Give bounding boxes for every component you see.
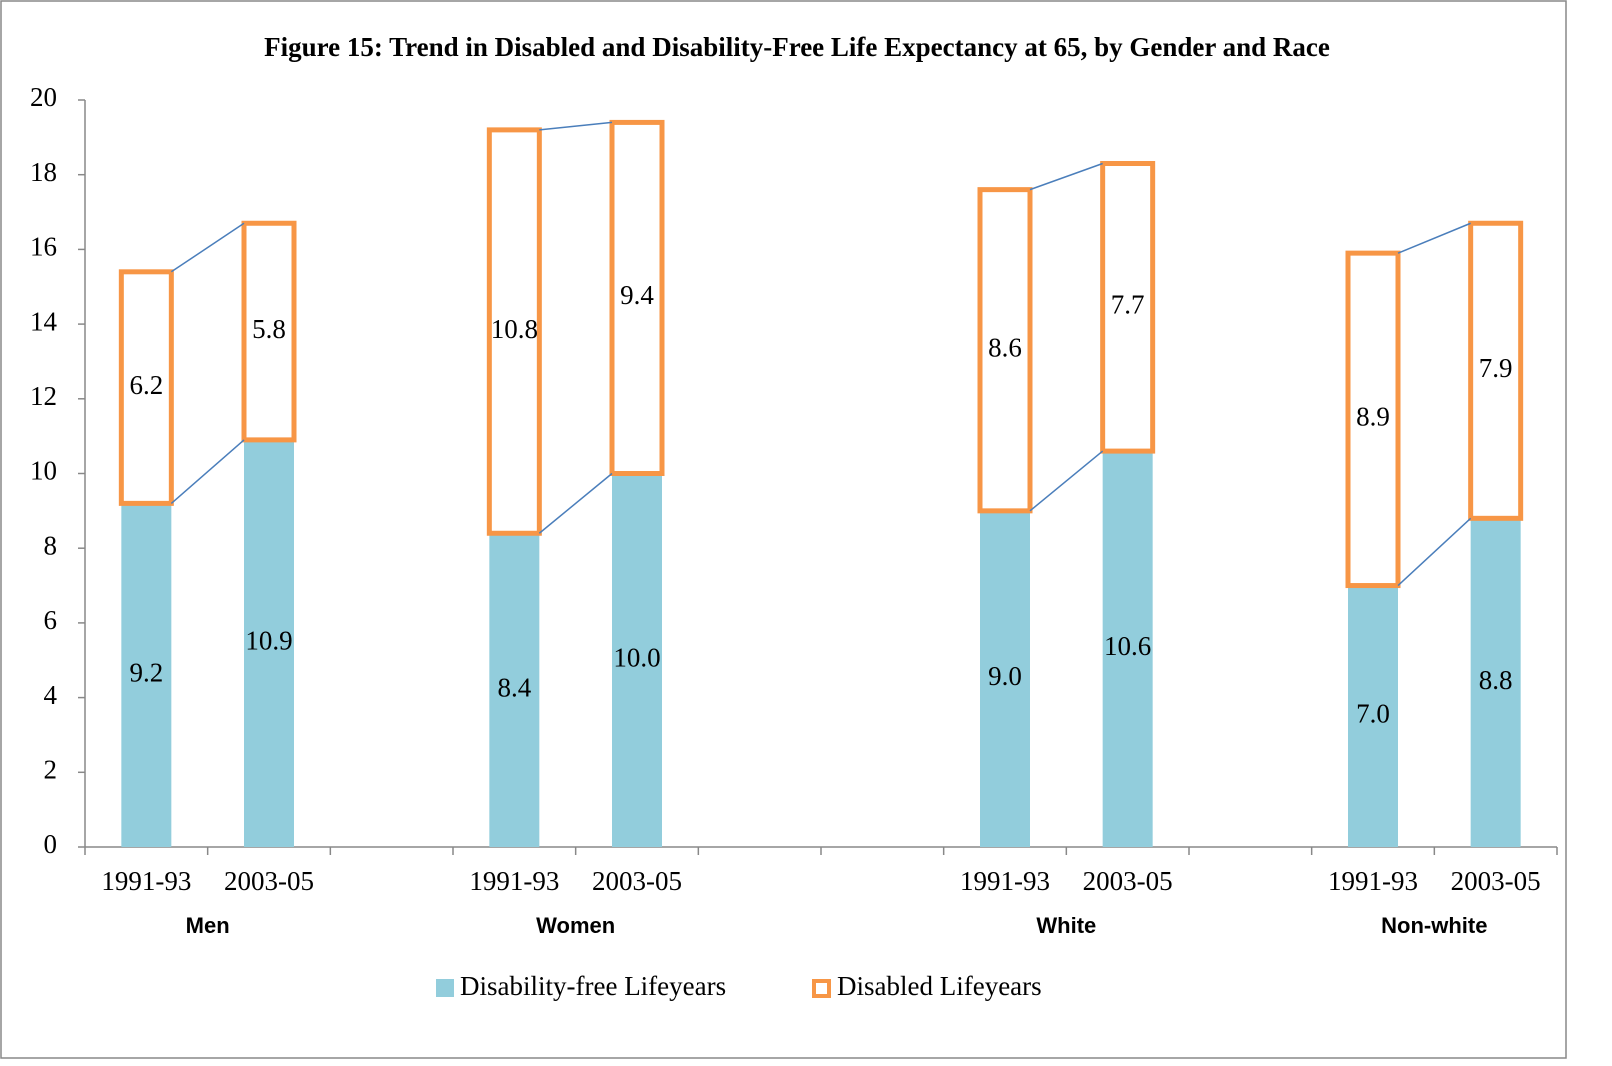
bar <box>980 510 1030 847</box>
bar <box>1348 585 1398 847</box>
bar <box>1345 250 1401 589</box>
data-label: 9.2 <box>129 657 163 687</box>
group-label: Non-white <box>1381 913 1487 938</box>
bar <box>1470 518 1521 847</box>
y-tick-label: 6 <box>44 605 58 635</box>
connector <box>1397 517 1472 587</box>
connector <box>170 439 245 504</box>
data-label: 8.8 <box>1479 665 1513 695</box>
bar <box>612 473 662 847</box>
connector <box>170 222 245 273</box>
y-tick-label: 10 <box>30 456 57 486</box>
bar <box>977 187 1033 514</box>
data-label: 9.4 <box>620 280 654 310</box>
x-tick-label: 2003-05 <box>1451 866 1541 896</box>
data-label: 10.0 <box>613 642 660 672</box>
y-tick-label: 2 <box>44 755 58 785</box>
data-label: 8.6 <box>988 332 1022 362</box>
chart-frame <box>0 0 1567 1059</box>
x-tick-label: 1991-93 <box>1328 866 1418 896</box>
bar <box>486 127 542 536</box>
y-tick-label: 12 <box>30 381 57 411</box>
data-label: 10.6 <box>1104 631 1151 661</box>
y-tick-label: 14 <box>30 306 58 336</box>
connector <box>1029 450 1104 512</box>
data-label: 10.9 <box>245 626 292 656</box>
x-tick-label: 2003-05 <box>592 866 682 896</box>
legend-swatch <box>436 979 454 997</box>
data-label: 9.0 <box>988 661 1022 691</box>
data-label: 8.9 <box>1356 402 1390 432</box>
bar <box>118 269 174 506</box>
y-tick-label: 4 <box>44 680 58 710</box>
x-tick-label: 1991-93 <box>469 866 559 896</box>
data-label: 10.8 <box>491 314 538 344</box>
bar <box>1102 451 1153 847</box>
y-tick-label: 0 <box>44 829 58 859</box>
connector <box>1397 222 1471 254</box>
legend-label: Disability-free Lifeyears <box>460 971 726 1001</box>
data-label: 6.2 <box>129 370 163 400</box>
legend-swatch <box>812 979 831 998</box>
x-tick-label: 2003-05 <box>224 866 314 896</box>
y-tick-label: 18 <box>30 157 57 187</box>
data-label: 7.9 <box>1479 353 1513 383</box>
data-label: 7.0 <box>1356 698 1390 728</box>
bar <box>1100 160 1156 454</box>
x-tick-label: 1991-93 <box>960 866 1050 896</box>
group-label: Men <box>186 913 230 938</box>
chart-title: Figure 15: Trend in Disabled and Disabil… <box>264 32 1330 62</box>
bar <box>1468 220 1524 521</box>
data-label: 8.4 <box>497 672 531 702</box>
connector <box>539 121 613 131</box>
bar <box>244 439 294 847</box>
y-tick-label: 20 <box>30 82 57 112</box>
bar <box>121 503 172 847</box>
x-tick-label: 1991-93 <box>101 866 191 896</box>
bar <box>609 119 665 476</box>
data-label: 7.7 <box>1111 289 1145 319</box>
connector <box>1029 162 1103 191</box>
y-tick-label: 16 <box>30 232 57 262</box>
data-label: 5.8 <box>252 314 286 344</box>
group-label: White <box>1036 913 1096 938</box>
x-tick-label: 2003-05 <box>1083 866 1173 896</box>
group-label: Women <box>536 913 615 938</box>
bar <box>489 533 540 847</box>
connector <box>538 472 613 534</box>
y-tick-label: 8 <box>44 530 58 560</box>
legend-label: Disabled Lifeyears <box>837 971 1042 1001</box>
bar <box>241 220 297 443</box>
